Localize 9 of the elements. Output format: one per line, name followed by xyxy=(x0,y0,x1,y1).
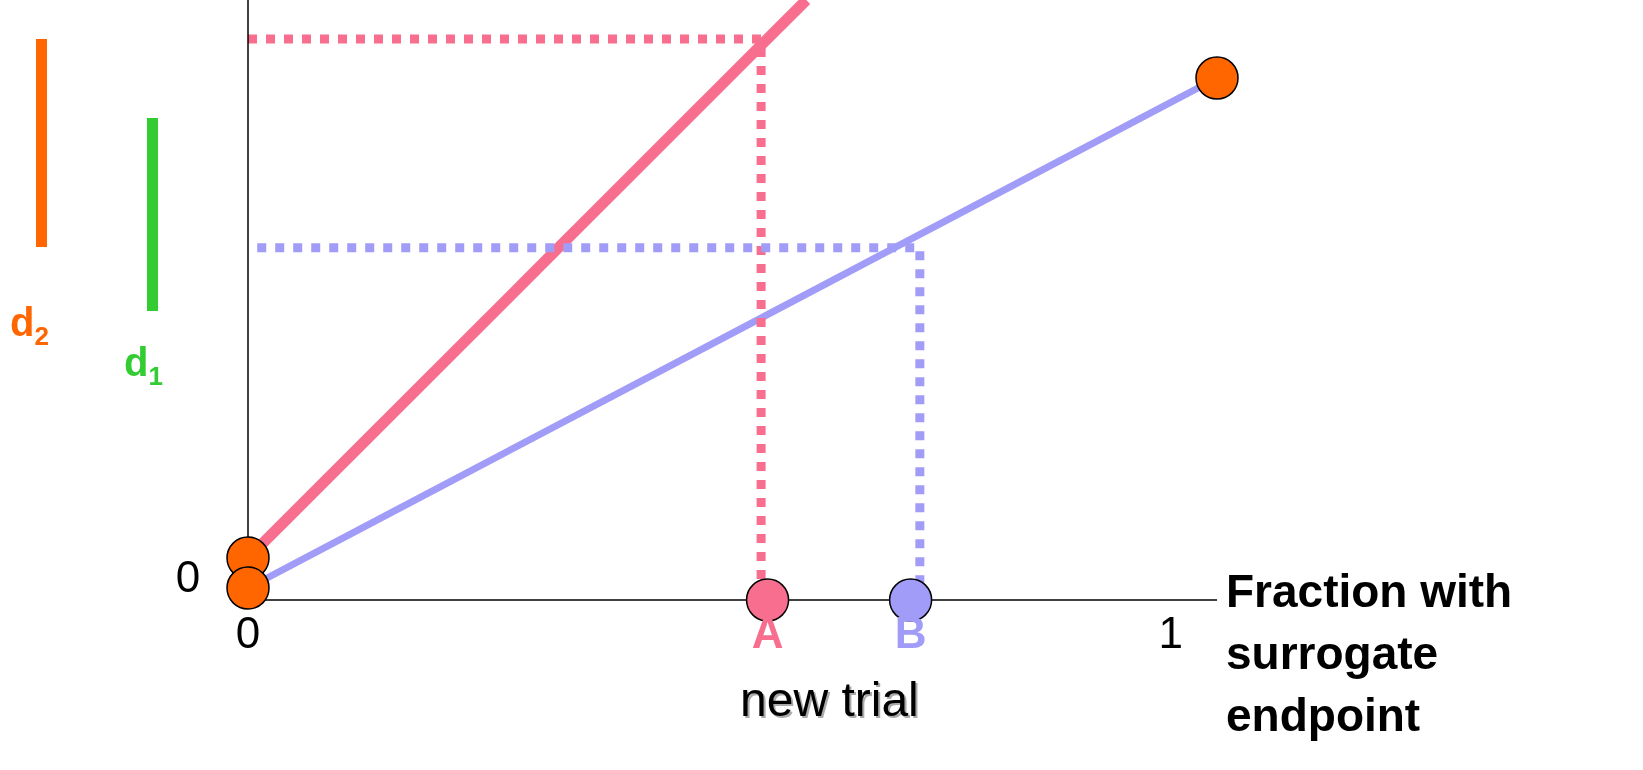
point xyxy=(1195,56,1239,100)
text: d$_{2}$ xyxy=(10,300,49,351)
x-axis-title: Fraction with surrogate endpoint xyxy=(1226,564,1514,743)
x-tick-label: 0 xyxy=(235,608,261,657)
text: d$_{1}$ xyxy=(124,340,163,391)
text: 0 xyxy=(174,552,202,602)
x-tick-label: 1 xyxy=(1158,608,1184,657)
text: new trial xyxy=(740,672,919,727)
point xyxy=(226,566,270,610)
